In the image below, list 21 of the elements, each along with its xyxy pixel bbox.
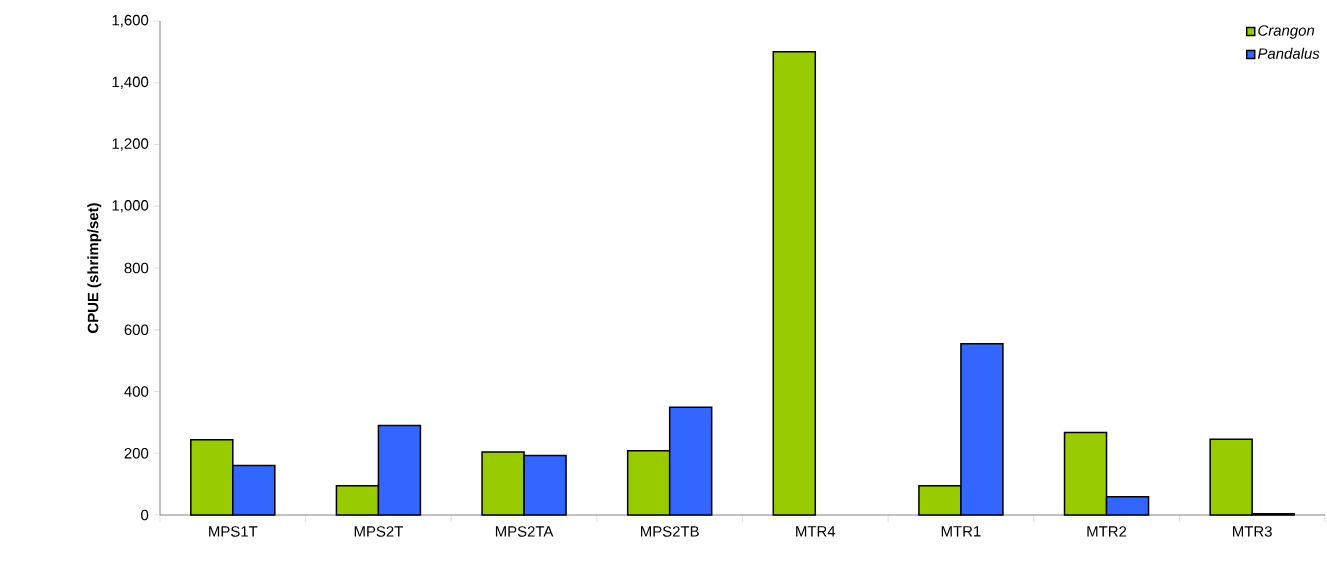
x-tick-label: MTR3 [1233,526,1272,537]
x-tick-label: MPS2TA [495,526,554,537]
x-tick-label: MPS1T [209,526,258,537]
y-tick-label: 400 [124,386,149,397]
y-tick-label: 1,200 [112,138,149,151]
y-tick-label: 1,000 [112,200,149,213]
y-tick-label: 0 [141,509,149,521]
y-tick-label: 800 [124,262,149,274]
x-tick-label: MPS2T [354,526,403,537]
y-axis-title: CPUE (shrimp/set) [87,203,102,333]
x-tick-label: MTR1 [941,526,981,537]
legend-label: Pandalus [1257,47,1320,59]
x-tick-label: MTR4 [796,526,836,537]
bar [772,51,817,516]
x-tick-label: MPS2TB [640,526,699,537]
x-tick-label: MTR2 [1087,526,1127,537]
y-tick-label: 200 [124,447,149,459]
y-tick-label: 1,600 [112,14,149,28]
legend-label: Crangon [1258,25,1315,39]
y-tick-label: 600 [124,324,149,336]
y-tick-label: 1,400 [112,76,149,89]
